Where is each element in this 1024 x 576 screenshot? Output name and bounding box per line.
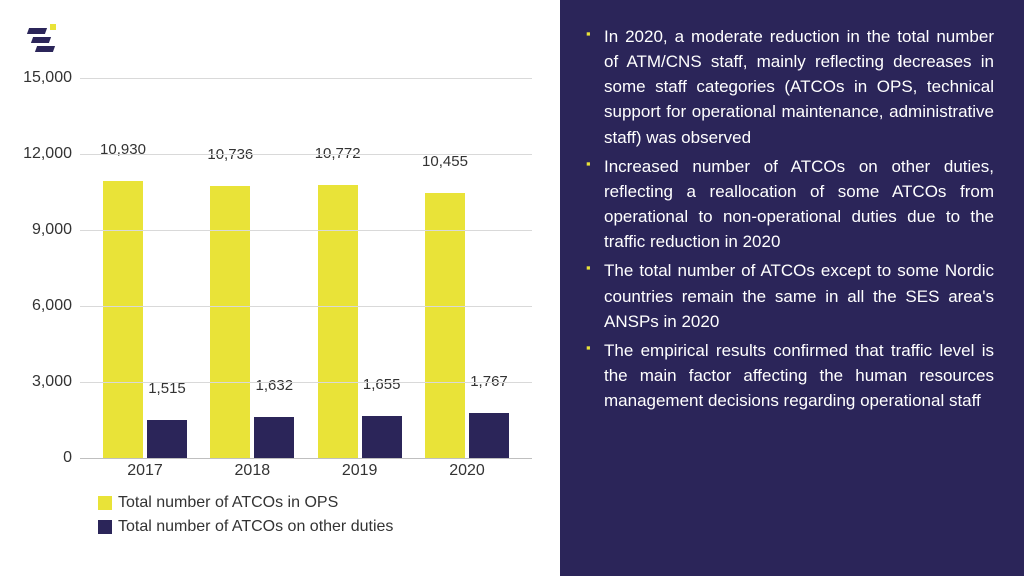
- legend-swatch: [98, 496, 112, 510]
- bar-group: 10,7361,632: [207, 78, 297, 458]
- bar-group: 10,7721,655: [315, 78, 405, 458]
- y-tick-label: 0: [12, 449, 72, 467]
- y-tick-label: 9,000: [12, 221, 72, 239]
- bar-value-label: 10,930: [88, 141, 158, 161]
- bar-value-label: 1,632: [239, 377, 309, 397]
- grid-line: [80, 154, 532, 155]
- legend-label: Total number of ATCOs on other duties: [118, 518, 393, 536]
- bar: [210, 186, 250, 458]
- y-tick-label: 12,000: [12, 145, 72, 163]
- bullet-list: In 2020, a moderate reduction in the tot…: [586, 24, 994, 413]
- y-tick-label: 15,000: [12, 69, 72, 87]
- bar-group: 10,4551,767: [422, 78, 512, 458]
- y-tick-label: 6,000: [12, 297, 72, 315]
- bar-value-label: 1,767: [454, 373, 524, 393]
- bar: [425, 193, 465, 458]
- bullet-item: The total number of ATCOs except to some…: [586, 258, 994, 333]
- bar: [103, 181, 143, 458]
- x-axis-line: [80, 458, 532, 459]
- plot-area: 10,9301,51510,7361,63210,7721,65510,4551…: [80, 78, 532, 458]
- bullet-item: Increased number of ATCOs on other dutie…: [586, 154, 994, 255]
- bar-value-label: 10,455: [410, 153, 480, 173]
- grid-line: [80, 382, 532, 383]
- legend-label: Total number of ATCOs in OPS: [118, 494, 338, 512]
- bar: [362, 416, 402, 458]
- x-tick-label: 2018: [207, 462, 297, 480]
- bar-value-label: 10,772: [303, 145, 373, 165]
- bar: [147, 420, 187, 458]
- chart-panel: 10,9301,51510,7361,63210,7721,65510,4551…: [0, 0, 560, 576]
- legend-item: Total number of ATCOs on other duties: [98, 518, 393, 536]
- chart-legend: Total number of ATCOs in OPS Total number…: [98, 494, 393, 542]
- grid-line: [80, 306, 532, 307]
- bullet-item: In 2020, a moderate reduction in the tot…: [586, 24, 994, 150]
- bar-group: 10,9301,515: [100, 78, 190, 458]
- bar-value-label: 10,736: [195, 146, 265, 166]
- bar-chart: 10,9301,51510,7361,63210,7721,65510,4551…: [12, 60, 552, 560]
- text-panel: In 2020, a moderate reduction in the tot…: [560, 0, 1024, 576]
- legend-item: Total number of ATCOs in OPS: [98, 494, 393, 512]
- logo-icon: [24, 28, 56, 56]
- grid-line: [80, 78, 532, 79]
- bar: [318, 185, 358, 458]
- y-tick-label: 3,000: [12, 373, 72, 391]
- bar: [469, 413, 509, 458]
- x-tick-label: 2017: [100, 462, 190, 480]
- bar: [254, 417, 294, 458]
- bullet-item: The empirical results confirmed that tra…: [586, 338, 994, 413]
- x-tick-label: 2019: [315, 462, 405, 480]
- grid-line: [80, 230, 532, 231]
- bar-value-label: 1,655: [347, 376, 417, 396]
- legend-swatch: [98, 520, 112, 534]
- x-tick-label: 2020: [422, 462, 512, 480]
